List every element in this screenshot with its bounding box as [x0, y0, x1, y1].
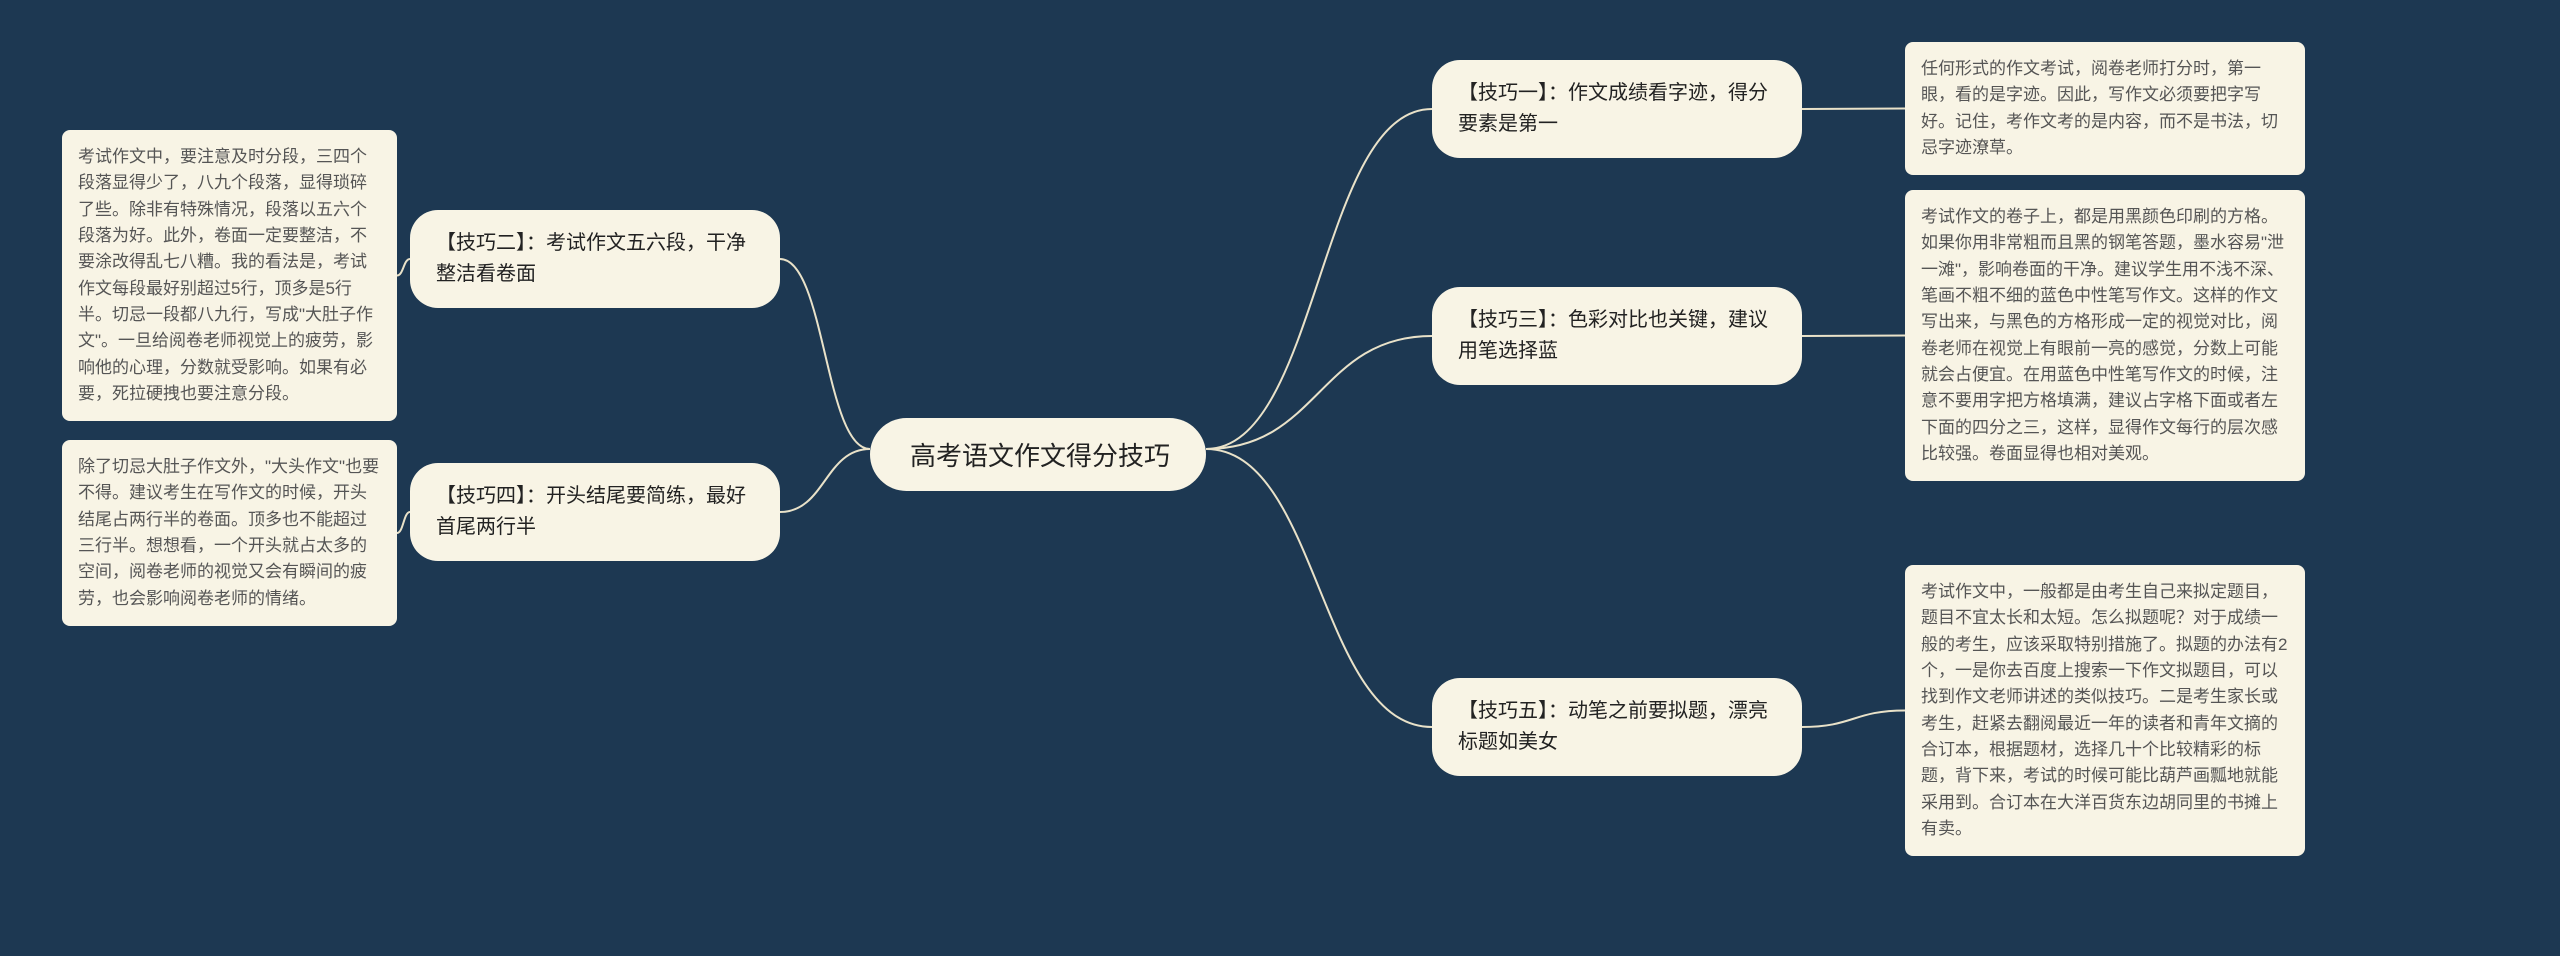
branch-t3[interactable]: 【技巧三】：色彩对比也关键，建议用笔选择蓝 — [1432, 287, 1802, 385]
detail-t2: 考试作文中，要注意及时分段，三四个段落显得少了，八九个段落，显得琐碎了些。除非有… — [62, 130, 397, 421]
branch-t4[interactable]: 【技巧四】：开头结尾要简练，最好首尾两行半 — [410, 463, 780, 561]
detail-t4: 除了切忌大肚子作文外，"大头作文"也要不得。建议考生在写作文的时候，开头结尾占两… — [62, 440, 397, 626]
branch-t1[interactable]: 【技巧一】：作文成绩看字迹，得分要素是第一 — [1432, 60, 1802, 158]
mindmap-root[interactable]: 高考语文作文得分技巧 — [870, 418, 1206, 491]
detail-t3: 考试作文的卷子上，都是用黑颜色印刷的方格。如果你用非常粗而且黑的钢笔答题，墨水容… — [1905, 190, 2305, 481]
branch-t5[interactable]: 【技巧五】：动笔之前要拟题，漂亮标题如美女 — [1432, 678, 1802, 776]
branch-t2[interactable]: 【技巧二】：考试作文五六段，干净整洁看卷面 — [410, 210, 780, 308]
detail-t1: 任何形式的作文考试，阅卷老师打分时，第一眼，看的是字迹。因此，写作文必须要把字写… — [1905, 42, 2305, 175]
detail-t5: 考试作文中，一般都是由考生自己来拟定题目，题目不宜太长和太短。怎么拟题呢？对于成… — [1905, 565, 2305, 856]
